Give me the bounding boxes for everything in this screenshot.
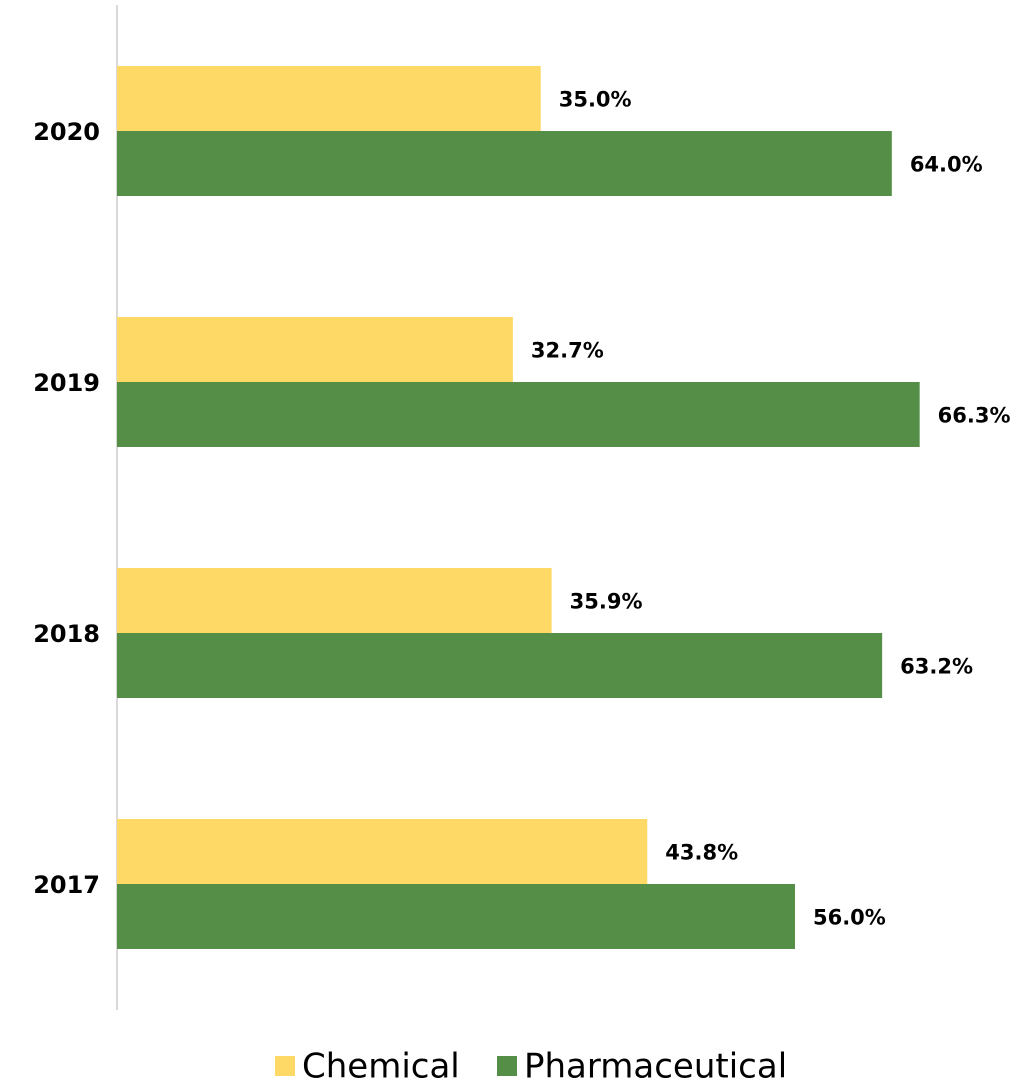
bar [117,884,795,949]
value-label: 66.3% [938,404,1011,428]
bar [117,382,920,447]
bar [117,131,892,196]
bar [117,819,648,884]
value-label: 35.9% [570,590,643,614]
value-label: 35.0% [559,88,632,112]
value-label: 64.0% [910,153,983,177]
y-tick-label: 2017 [33,871,100,899]
legend-swatch [275,1056,295,1076]
bar [117,633,883,698]
bar [117,66,541,131]
legend-label: Pharmaceutical [524,1047,787,1085]
bar [117,317,513,382]
legend-label: Chemical [302,1047,460,1085]
value-label: 63.2% [900,655,973,679]
legend-swatch [497,1056,517,1076]
bar [117,568,552,633]
value-label: 32.7% [531,339,604,363]
y-tick-label: 2020 [33,118,100,146]
value-label: 43.8% [665,841,738,865]
value-label: 56.0% [813,906,886,930]
y-tick-label: 2019 [33,369,100,397]
y-tick-label: 2018 [33,620,100,648]
